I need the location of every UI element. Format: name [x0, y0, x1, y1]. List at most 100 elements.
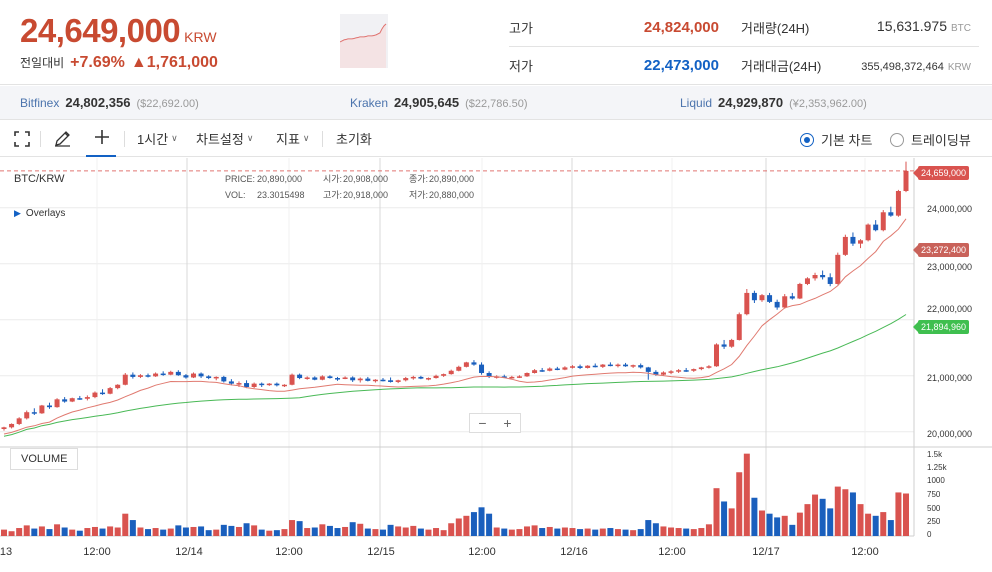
volume-bar [713, 488, 720, 536]
x-axis-label: 12/17 [752, 546, 780, 558]
price-chart[interactable]: BTC/KRW ▶ Overlays PRICE: 20,890,000 시가:… [0, 158, 992, 572]
volume-bar [516, 529, 523, 536]
candle-body [388, 380, 394, 382]
volume-bar [38, 526, 45, 536]
volume-bar [395, 526, 402, 536]
candle-body [789, 296, 795, 299]
volume-bar [16, 528, 23, 536]
x-axis-label: 12:00 [658, 546, 686, 558]
volume-bar [539, 528, 546, 536]
crosshair-button[interactable] [94, 129, 110, 145]
volume-bar [849, 492, 856, 536]
volume-bar [721, 501, 728, 536]
candle-body [706, 366, 712, 368]
volume-bar [220, 524, 227, 536]
candle-body [433, 375, 439, 379]
x-axis-label: 12:00 [851, 546, 879, 558]
candle-body [183, 375, 189, 378]
volume-bar [887, 520, 894, 536]
volume-bar [827, 508, 834, 536]
volume-bar [508, 529, 515, 536]
volume-axis-label: 500 [927, 504, 941, 513]
chart-grid [0, 158, 992, 572]
indicators-dropdown[interactable]: 지표 ∨ [276, 129, 310, 148]
fullscreen-button[interactable] [14, 131, 30, 147]
amount-label: 거래대금(24H) [741, 59, 822, 74]
candle-body [683, 370, 689, 372]
volume-bar [167, 528, 174, 536]
exchange-price: 24,929,870 [718, 95, 784, 110]
volume-axis-label: 750 [927, 490, 941, 499]
candle-body [827, 277, 833, 284]
candlestick-chart-canvas[interactable] [0, 158, 992, 572]
volume-axis-label: 1000 [927, 476, 945, 485]
candle-body [221, 376, 227, 382]
interval-dropdown[interactable]: 1시간 ∨ [137, 129, 178, 148]
crosshair-icon [95, 130, 109, 144]
candle-body [228, 381, 234, 384]
candle-body [160, 373, 166, 376]
pair-label: BTC/KRW [14, 173, 65, 185]
candle-body [463, 362, 469, 367]
volume-bar [69, 529, 76, 536]
tradingview-radio[interactable]: 트레이딩뷰 [890, 130, 971, 149]
volume-bar [554, 528, 561, 536]
chart-settings-dropdown[interactable]: 차트설정 ∨ [196, 129, 253, 148]
volume-bar [99, 528, 106, 536]
candle-body [92, 392, 98, 398]
overlays-toggle[interactable]: ▶ Overlays [14, 208, 65, 219]
high-cell: 고가 24,824,000 [509, 18, 719, 37]
candle-body [645, 367, 651, 372]
candle-body [46, 405, 52, 408]
draw-button[interactable] [54, 130, 71, 147]
volume-bar [698, 528, 705, 536]
ma-short-line [3, 218, 907, 435]
volume-bar [622, 529, 629, 536]
chart-background [0, 158, 992, 572]
volume-bar [705, 524, 712, 536]
volume-bar [470, 512, 477, 536]
candle-body [39, 405, 45, 414]
zoom-in-button[interactable]: + [503, 415, 512, 431]
volume-bar [645, 520, 652, 536]
candle-body [888, 212, 894, 216]
candle-body [736, 314, 742, 340]
candle-body [244, 383, 250, 387]
low-value: 22,473,000 [643, 57, 719, 74]
exchange-price: 24,905,645 [394, 95, 460, 110]
volume-bar [198, 526, 205, 536]
ohlc-low-value: 20,880,000 [429, 190, 475, 200]
crosshair-active-indicator [86, 121, 116, 157]
candle-body [835, 254, 841, 284]
volume-bar [812, 494, 819, 536]
volume-bar [311, 527, 318, 536]
candle-body [569, 366, 575, 368]
volume-unit: BTC [951, 23, 971, 34]
volume-bar [804, 504, 811, 536]
volume-bar [675, 528, 682, 536]
candle-body [137, 375, 143, 377]
candle-body [471, 362, 477, 365]
candle-body [274, 383, 280, 386]
volume-bar [766, 513, 773, 536]
candle-body [797, 283, 803, 299]
candle-body [630, 365, 636, 367]
candle-body [676, 370, 682, 372]
volume-bar [478, 507, 485, 536]
volume-bar [145, 529, 152, 536]
volume-bar [129, 520, 136, 536]
volume-bar [91, 526, 98, 536]
volume-axis-label: 0 [927, 530, 932, 539]
reset-button[interactable]: 초기화 [336, 129, 372, 148]
amount-unit: KRW [947, 61, 971, 73]
volume-bar [342, 526, 349, 536]
candle-body [592, 365, 598, 368]
x-axis-label: 13 [0, 546, 13, 558]
price-unit: KRW [184, 29, 217, 45]
volume-bar [501, 528, 508, 536]
volume-bar [834, 486, 841, 536]
basic-chart-radio[interactable]: 기본 차트 [800, 130, 872, 149]
candle-body [744, 292, 750, 315]
ticker-header: 24,649,000 KRW 전일대비 +7.69% ▲1,761,000 고가 … [0, 0, 992, 85]
zoom-out-button[interactable]: − [478, 415, 487, 431]
